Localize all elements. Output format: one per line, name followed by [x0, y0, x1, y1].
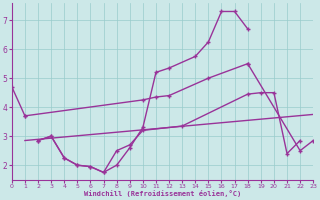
X-axis label: Windchill (Refroidissement éolien,°C): Windchill (Refroidissement éolien,°C): [84, 190, 241, 197]
